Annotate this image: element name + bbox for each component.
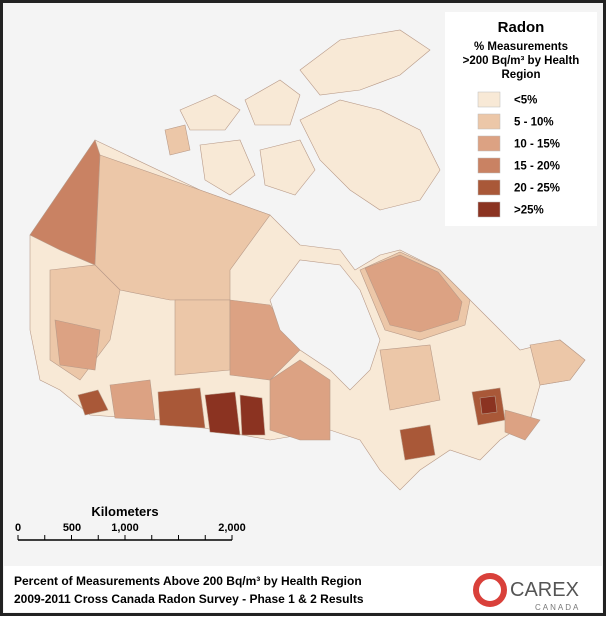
bc-south	[77, 389, 109, 416]
nunavik-inner	[364, 254, 463, 333]
legend-title: Radon	[498, 19, 545, 36]
quebec-mid	[379, 344, 441, 411]
sask-southeast	[204, 391, 241, 436]
logo-name: CAREX	[510, 579, 579, 601]
legend-label: 20 - 25%	[514, 183, 560, 195]
legend-subtitle-line: Region	[502, 69, 541, 81]
scale-label: 500	[63, 522, 81, 534]
legend-swatch	[477, 113, 501, 130]
legend-swatch	[477, 135, 501, 152]
legend-label: >25%	[514, 205, 544, 217]
manitoba-south	[239, 394, 266, 436]
legend-label: <5%	[514, 95, 537, 107]
island	[259, 139, 316, 196]
alberta-south	[109, 379, 156, 421]
scale-title: Kilometers	[91, 504, 158, 519]
legend-swatch	[477, 157, 501, 174]
legend-label: 10 - 15%	[514, 139, 560, 151]
sask-south	[157, 387, 206, 429]
scale-bar: 0 500 1,000 2,000	[15, 522, 246, 541]
scale-label: 1,000	[111, 522, 139, 534]
bc-mid	[54, 319, 101, 371]
legend-subtitle-line: >200 Bq/m³ by Health	[463, 55, 580, 67]
legend-subtitle-line: % Measurements	[474, 41, 568, 53]
island	[164, 124, 191, 156]
map	[29, 29, 586, 491]
nova-scotia	[504, 409, 541, 441]
legend-swatch	[477, 201, 501, 218]
ontario	[269, 359, 331, 441]
logo: CAREX CANADA	[473, 573, 580, 612]
scale-label: 2,000	[218, 522, 246, 534]
hudson-bay	[269, 259, 381, 391]
logo-sub: CANADA	[535, 603, 580, 612]
legend-items: <5% 5 - 10% 10 - 15% 15 - 20% 20 - 25% >25%	[477, 91, 560, 218]
island	[179, 94, 241, 131]
legend-label: 15 - 20%	[514, 161, 560, 173]
legend-subtitle: % Measurements >200 Bq/m³ by Health Region	[463, 41, 580, 81]
legend-box	[445, 12, 597, 226]
legend-swatch	[477, 179, 501, 196]
legend-swatch	[477, 91, 501, 108]
island	[299, 29, 431, 96]
nb-core	[479, 395, 498, 415]
manitoba	[229, 299, 301, 381]
ontario-south	[399, 424, 436, 461]
scale-label: 0	[15, 522, 21, 534]
sask-north	[174, 299, 231, 376]
logo-mark	[473, 573, 507, 607]
island	[199, 139, 256, 196]
footer-line: Percent of Measurements Above 200 Bq/m³ …	[14, 574, 362, 588]
newfoundland	[529, 339, 586, 386]
island	[244, 79, 301, 126]
footer-line: 2009-2011 Cross Canada Radon Survey - Ph…	[14, 592, 364, 606]
island	[299, 99, 441, 211]
legend-label: 5 - 10%	[514, 117, 554, 129]
